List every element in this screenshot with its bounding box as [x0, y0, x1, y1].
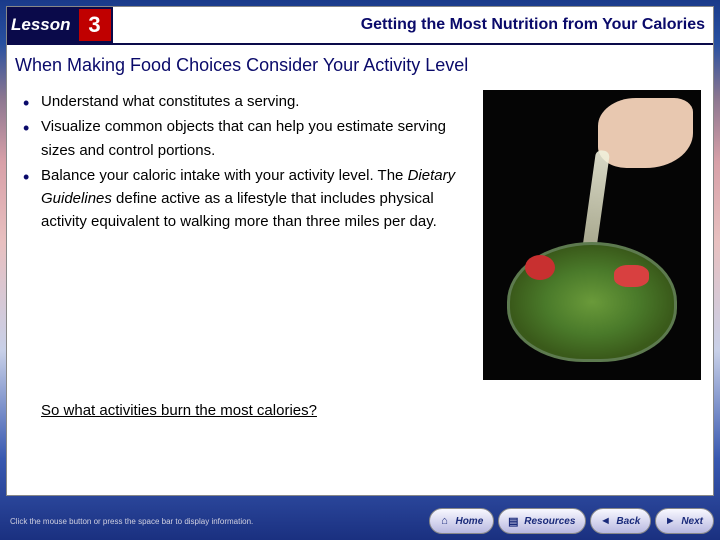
- salad-image: [483, 90, 701, 380]
- back-button[interactable]: ◄ Back: [590, 508, 651, 534]
- bullet-list: Understand what constitutes a serving.Vi…: [19, 90, 483, 380]
- resources-button[interactable]: ▤ Resources: [498, 508, 586, 534]
- home-icon: ⌂: [436, 513, 452, 529]
- question-link[interactable]: So what activities burn the most calorie…: [7, 380, 713, 419]
- bullet-item: Visualize common objects that can help y…: [19, 115, 475, 162]
- body-area: Understand what constitutes a serving.Vi…: [7, 82, 713, 380]
- lesson-label: Lesson: [7, 7, 79, 43]
- next-label: Next: [681, 516, 703, 527]
- hand-graphic: [598, 98, 693, 168]
- home-label: Home: [455, 516, 483, 527]
- back-icon: ◄: [597, 513, 613, 529]
- footer-bar: Click the mouse button or press the spac…: [0, 502, 720, 540]
- home-button[interactable]: ⌂ Home: [429, 508, 494, 534]
- footer-hint: Click the mouse button or press the spac…: [6, 517, 253, 526]
- book-icon: ▤: [505, 513, 521, 529]
- next-icon: ►: [662, 513, 678, 529]
- next-button[interactable]: ► Next: [655, 508, 714, 534]
- header-bar: Lesson 3 Getting the Most Nutrition from…: [7, 7, 713, 43]
- lesson-number: 3: [79, 7, 113, 43]
- bullet-item: Balance your caloric intake with your ac…: [19, 164, 475, 234]
- lesson-title: Getting the Most Nutrition from Your Cal…: [113, 7, 713, 43]
- resources-label: Resources: [524, 516, 575, 527]
- slide-panel: Lesson 3 Getting the Most Nutrition from…: [6, 6, 714, 496]
- bullet-item: Understand what constitutes a serving.: [19, 90, 475, 113]
- nav-buttons: ⌂ Home ▤ Resources ◄ Back ► Next: [429, 508, 714, 534]
- salad-bowl: [507, 242, 677, 362]
- slide-subtitle: When Making Food Choices Consider Your A…: [7, 43, 713, 82]
- back-label: Back: [616, 516, 640, 527]
